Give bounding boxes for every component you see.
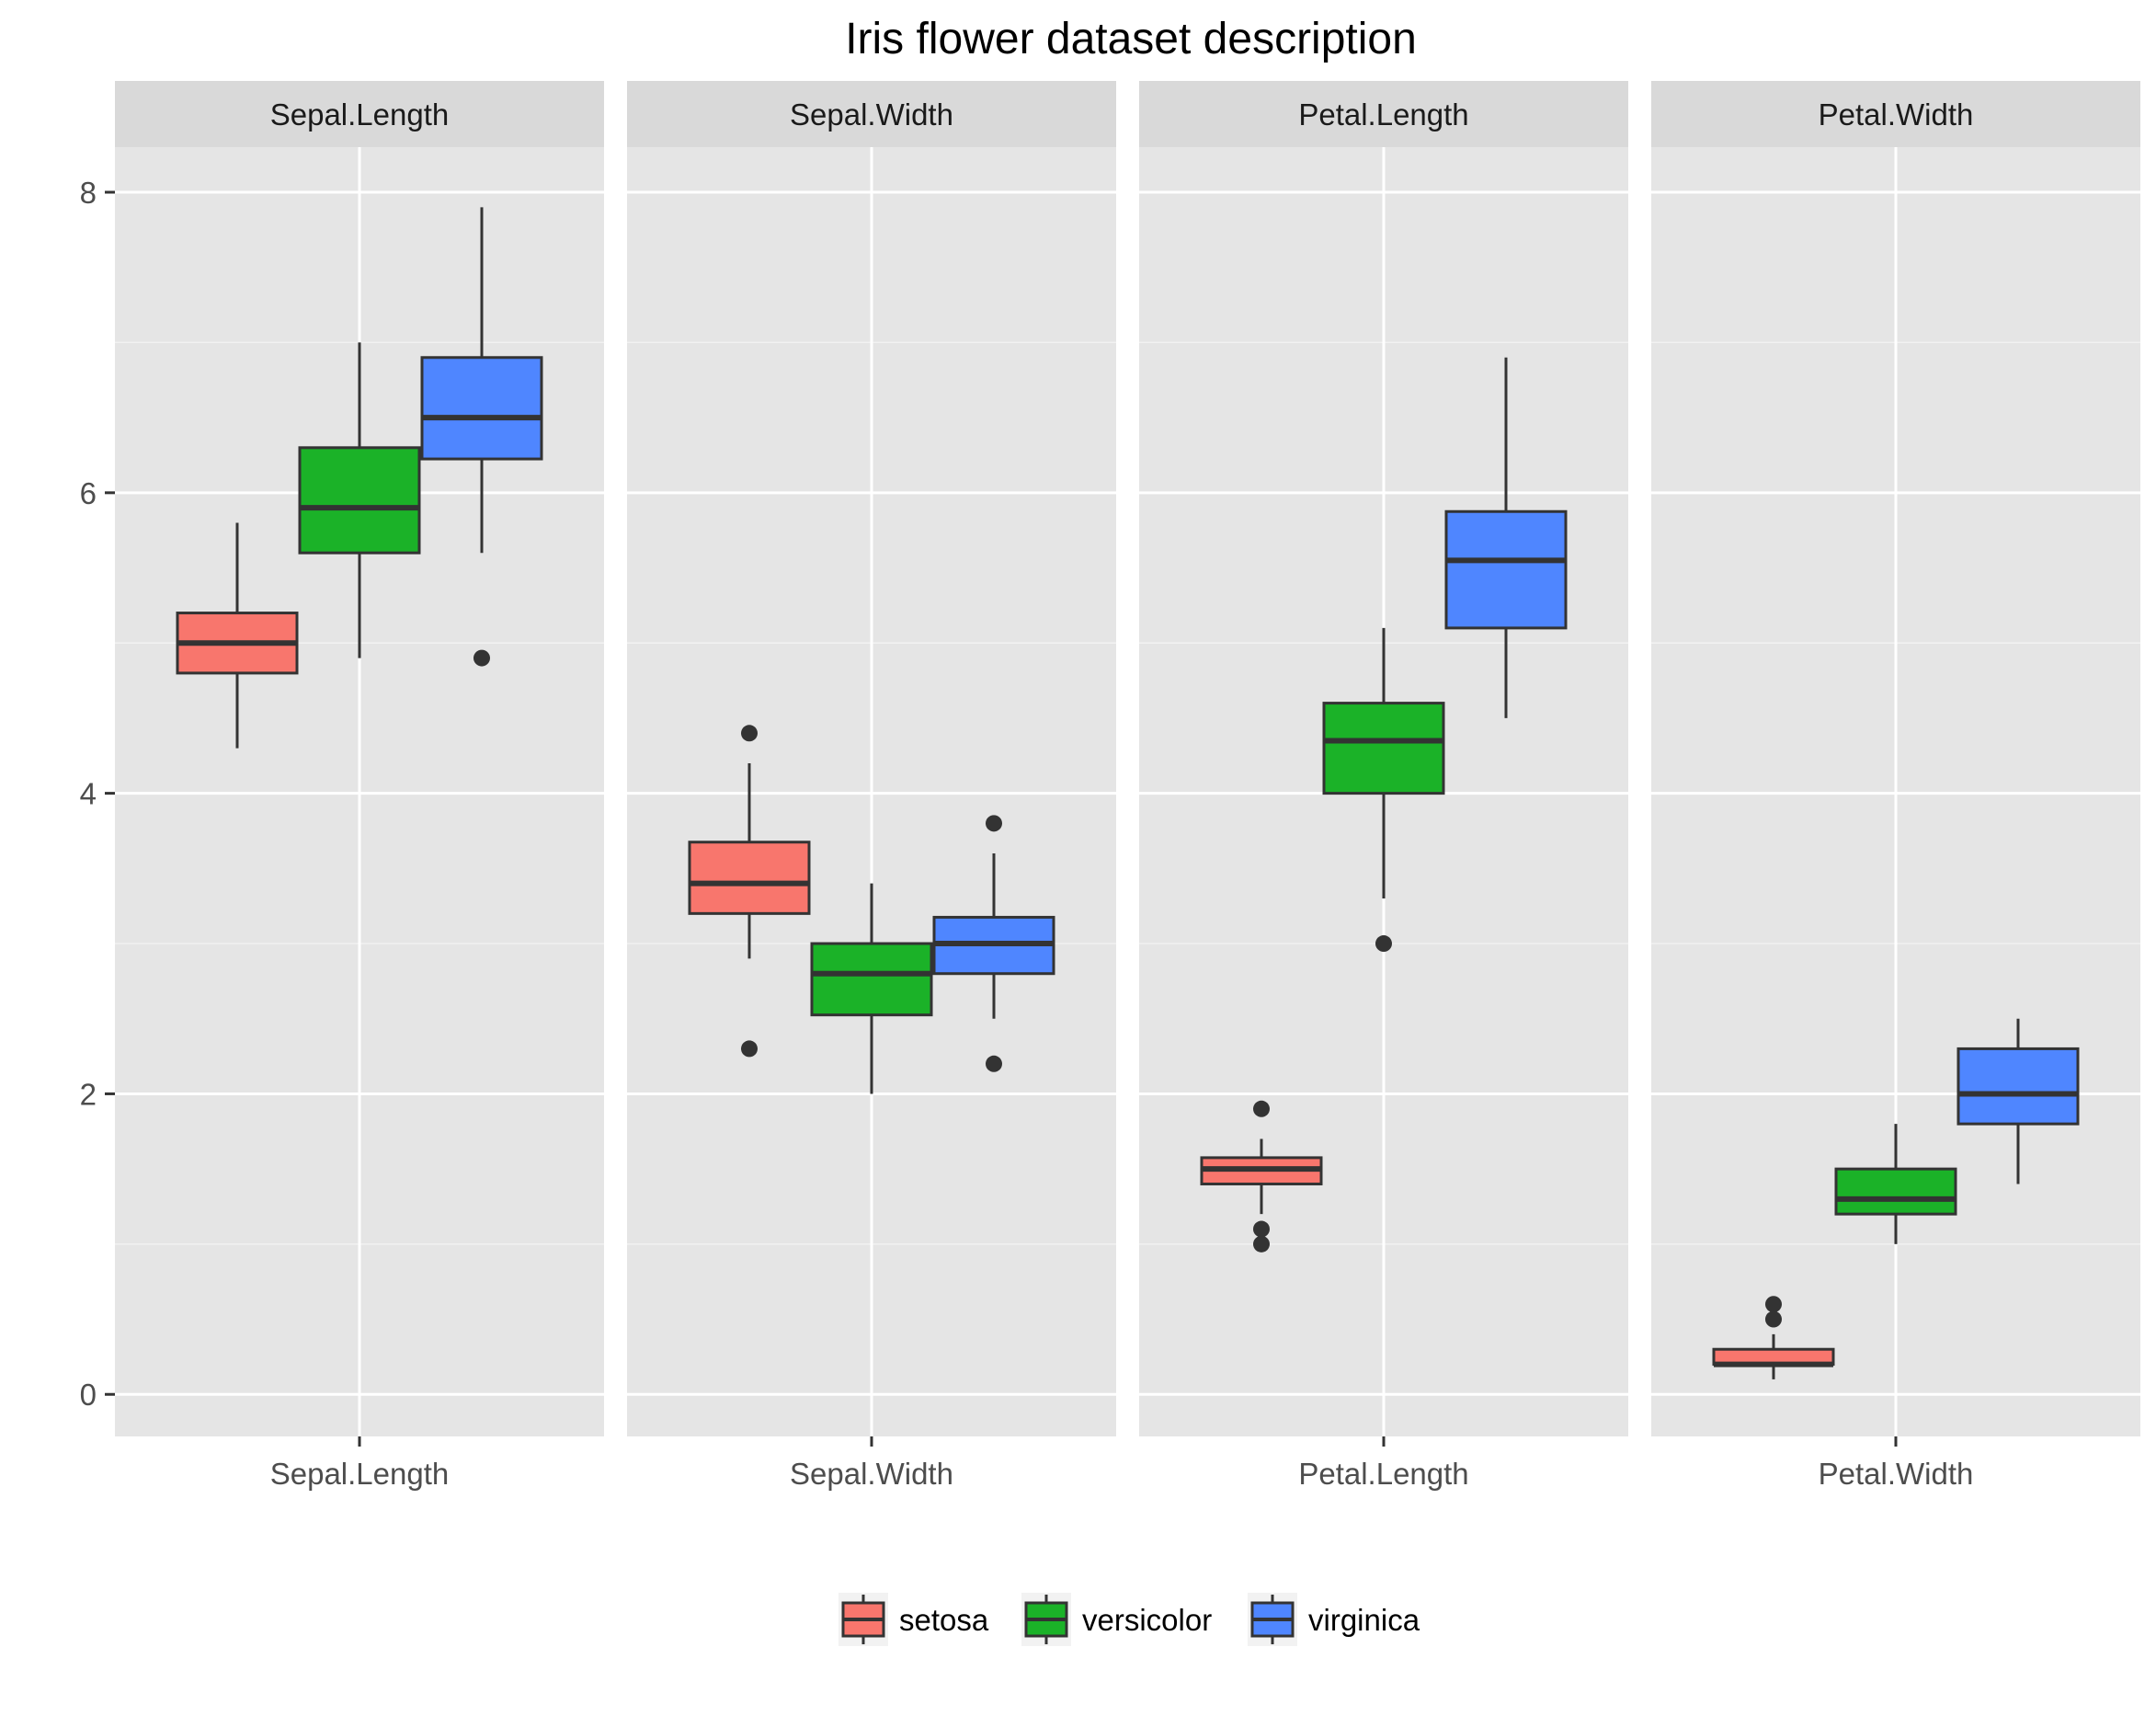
facet-panels: Sepal.LengthSepal.LengthSepal.WidthSepal…	[115, 81, 2140, 1491]
outlier-point	[1375, 935, 1392, 953]
outlier-point	[1253, 1220, 1270, 1238]
legend: setosa versicolor virginica	[838, 1593, 1420, 1646]
legend-label: virginica	[1308, 1603, 1420, 1637]
box	[1834, 1167, 1957, 1216]
boxplot-setosa	[1712, 1296, 1835, 1379]
facet-strip	[115, 81, 604, 147]
outlier-point	[473, 649, 490, 667]
box	[1322, 702, 1445, 795]
legend-item-versicolor: versicolor	[1021, 1593, 1212, 1646]
boxplot-virginica	[1444, 357, 1568, 718]
facet-panel: Petal.Length Petal.Length	[1139, 81, 1628, 1491]
box	[298, 446, 421, 555]
facet-panel: Petal.Width Petal.Width	[1651, 81, 2140, 1491]
y-axis: 0 2 4 6 8	[80, 176, 115, 1412]
outlier-point	[1253, 1100, 1270, 1117]
outlier-point	[1765, 1296, 1782, 1313]
y-tick-label: 2	[80, 1077, 97, 1111]
box	[1956, 1047, 2080, 1126]
y-tick-label: 8	[80, 176, 97, 210]
legend-label: setosa	[899, 1603, 989, 1637]
boxplot-versicolor	[810, 883, 933, 1094]
box	[1444, 509, 1568, 630]
boxplot-virginica	[1956, 1018, 2080, 1184]
boxplot-versicolor	[298, 342, 421, 658]
boxplot-setosa	[176, 522, 299, 749]
facet-strip-label: Sepal.Length	[270, 97, 450, 132]
facet-strip-label: Petal.Length	[1298, 97, 1468, 132]
legend-item-setosa: setosa	[838, 1593, 989, 1646]
outlier-point	[1765, 1310, 1782, 1328]
x-tick-label: Sepal.Width	[790, 1457, 953, 1491]
boxplot-setosa	[1200, 1100, 1323, 1253]
box	[810, 942, 933, 1017]
boxplot-virginica	[932, 815, 1055, 1072]
outlier-point	[741, 725, 758, 742]
box	[420, 356, 543, 461]
facet-strip	[627, 81, 1116, 147]
outlier-point	[986, 1055, 1002, 1072]
boxplot-virginica	[420, 207, 543, 667]
boxplot-setosa	[688, 725, 811, 1058]
facet-strip	[1651, 81, 2140, 147]
facet-panel: Sepal.Length Sepal.Length	[115, 81, 604, 1491]
y-tick-label: 6	[80, 476, 97, 510]
y-tick-label: 0	[80, 1378, 97, 1412]
facet-strip	[1139, 81, 1628, 147]
legend-label: versicolor	[1082, 1603, 1212, 1637]
facet-panel: Sepal.Width Sepal.Width	[627, 81, 1116, 1491]
chart-title: Iris flower dataset description	[845, 15, 1417, 63]
boxplot-versicolor	[1834, 1124, 1957, 1244]
outlier-point	[741, 1040, 758, 1058]
legend-item-virginica: virginica	[1248, 1593, 1420, 1646]
x-tick-label: Sepal.Length	[270, 1457, 450, 1491]
facet-strip-label: Petal.Width	[1819, 97, 1974, 132]
facet-strip-label: Sepal.Width	[790, 97, 953, 132]
box	[688, 841, 811, 915]
x-tick-label: Petal.Length	[1298, 1457, 1468, 1491]
x-tick-label: Petal.Width	[1819, 1457, 1974, 1491]
boxplot-versicolor	[1322, 627, 1445, 953]
outlier-point	[986, 815, 1002, 832]
y-tick-label: 4	[80, 777, 97, 811]
outlier-point	[1253, 1235, 1270, 1253]
